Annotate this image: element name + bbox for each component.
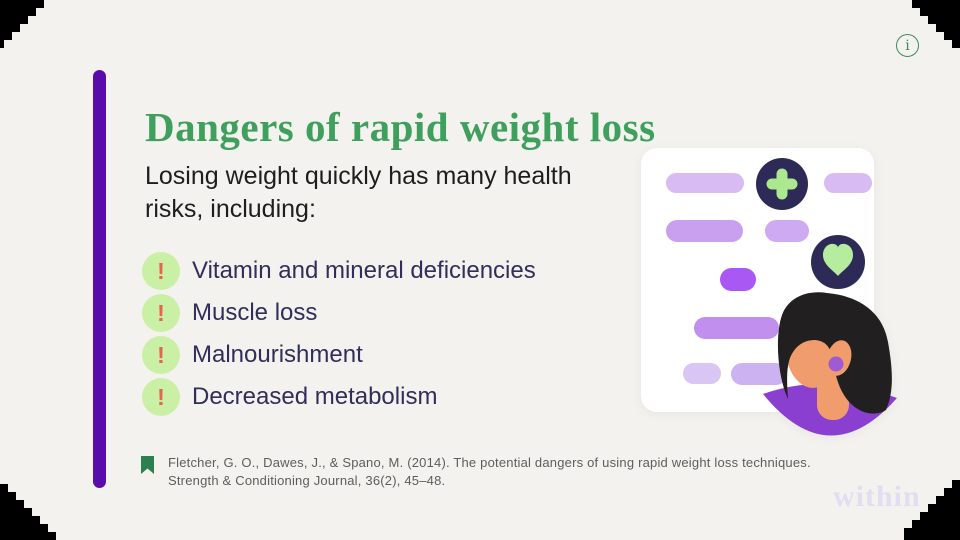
- page-title: Dangers of rapid weight loss: [145, 104, 656, 151]
- risk-label: Muscle loss: [192, 299, 318, 326]
- info-icon[interactable]: i: [896, 34, 919, 57]
- risk-list: ! Vitamin and mineral deficiencies ! Mus…: [142, 252, 536, 420]
- risk-label: Decreased metabolism: [192, 383, 438, 410]
- exclamation-icon: !: [142, 252, 180, 290]
- within-logo: within: [833, 480, 921, 513]
- exclamation-icon: !: [142, 294, 180, 332]
- risk-label: Vitamin and mineral deficiencies: [192, 257, 536, 284]
- intro-text: Losing weight quickly has many health ri…: [145, 160, 572, 226]
- bookmark-icon: [141, 456, 154, 474]
- intro-line-1: Losing weight quickly has many health: [145, 162, 572, 190]
- list-item: ! Decreased metabolism: [142, 378, 536, 416]
- earring: [828, 356, 844, 372]
- list-item: ! Vitamin and mineral deficiencies: [142, 252, 536, 290]
- heart-icon: [811, 235, 865, 289]
- citation-line-2: Strength & Conditioning Journal, 36(2), …: [168, 472, 446, 488]
- list-item: ! Muscle loss: [142, 294, 536, 332]
- illustration-svg: [641, 148, 897, 436]
- citation: Fletcher, G. O., Dawes, J., & Spano, M. …: [141, 454, 811, 489]
- exclamation-icon: !: [142, 378, 180, 416]
- citation-text: Fletcher, G. O., Dawes, J., & Spano, M. …: [168, 454, 811, 489]
- woman-avatar: [763, 292, 897, 436]
- plus-icon: [756, 158, 808, 210]
- accent-bar: [93, 70, 106, 488]
- citation-line-1: Fletcher, G. O., Dawes, J., & Spano, M. …: [168, 455, 811, 470]
- risk-label: Malnourishment: [192, 341, 363, 368]
- health-record-illustration: [630, 143, 900, 443]
- list-item: ! Malnourishment: [142, 336, 536, 374]
- exclamation-icon: !: [142, 336, 180, 374]
- intro-line-2: risks, including:: [145, 195, 316, 223]
